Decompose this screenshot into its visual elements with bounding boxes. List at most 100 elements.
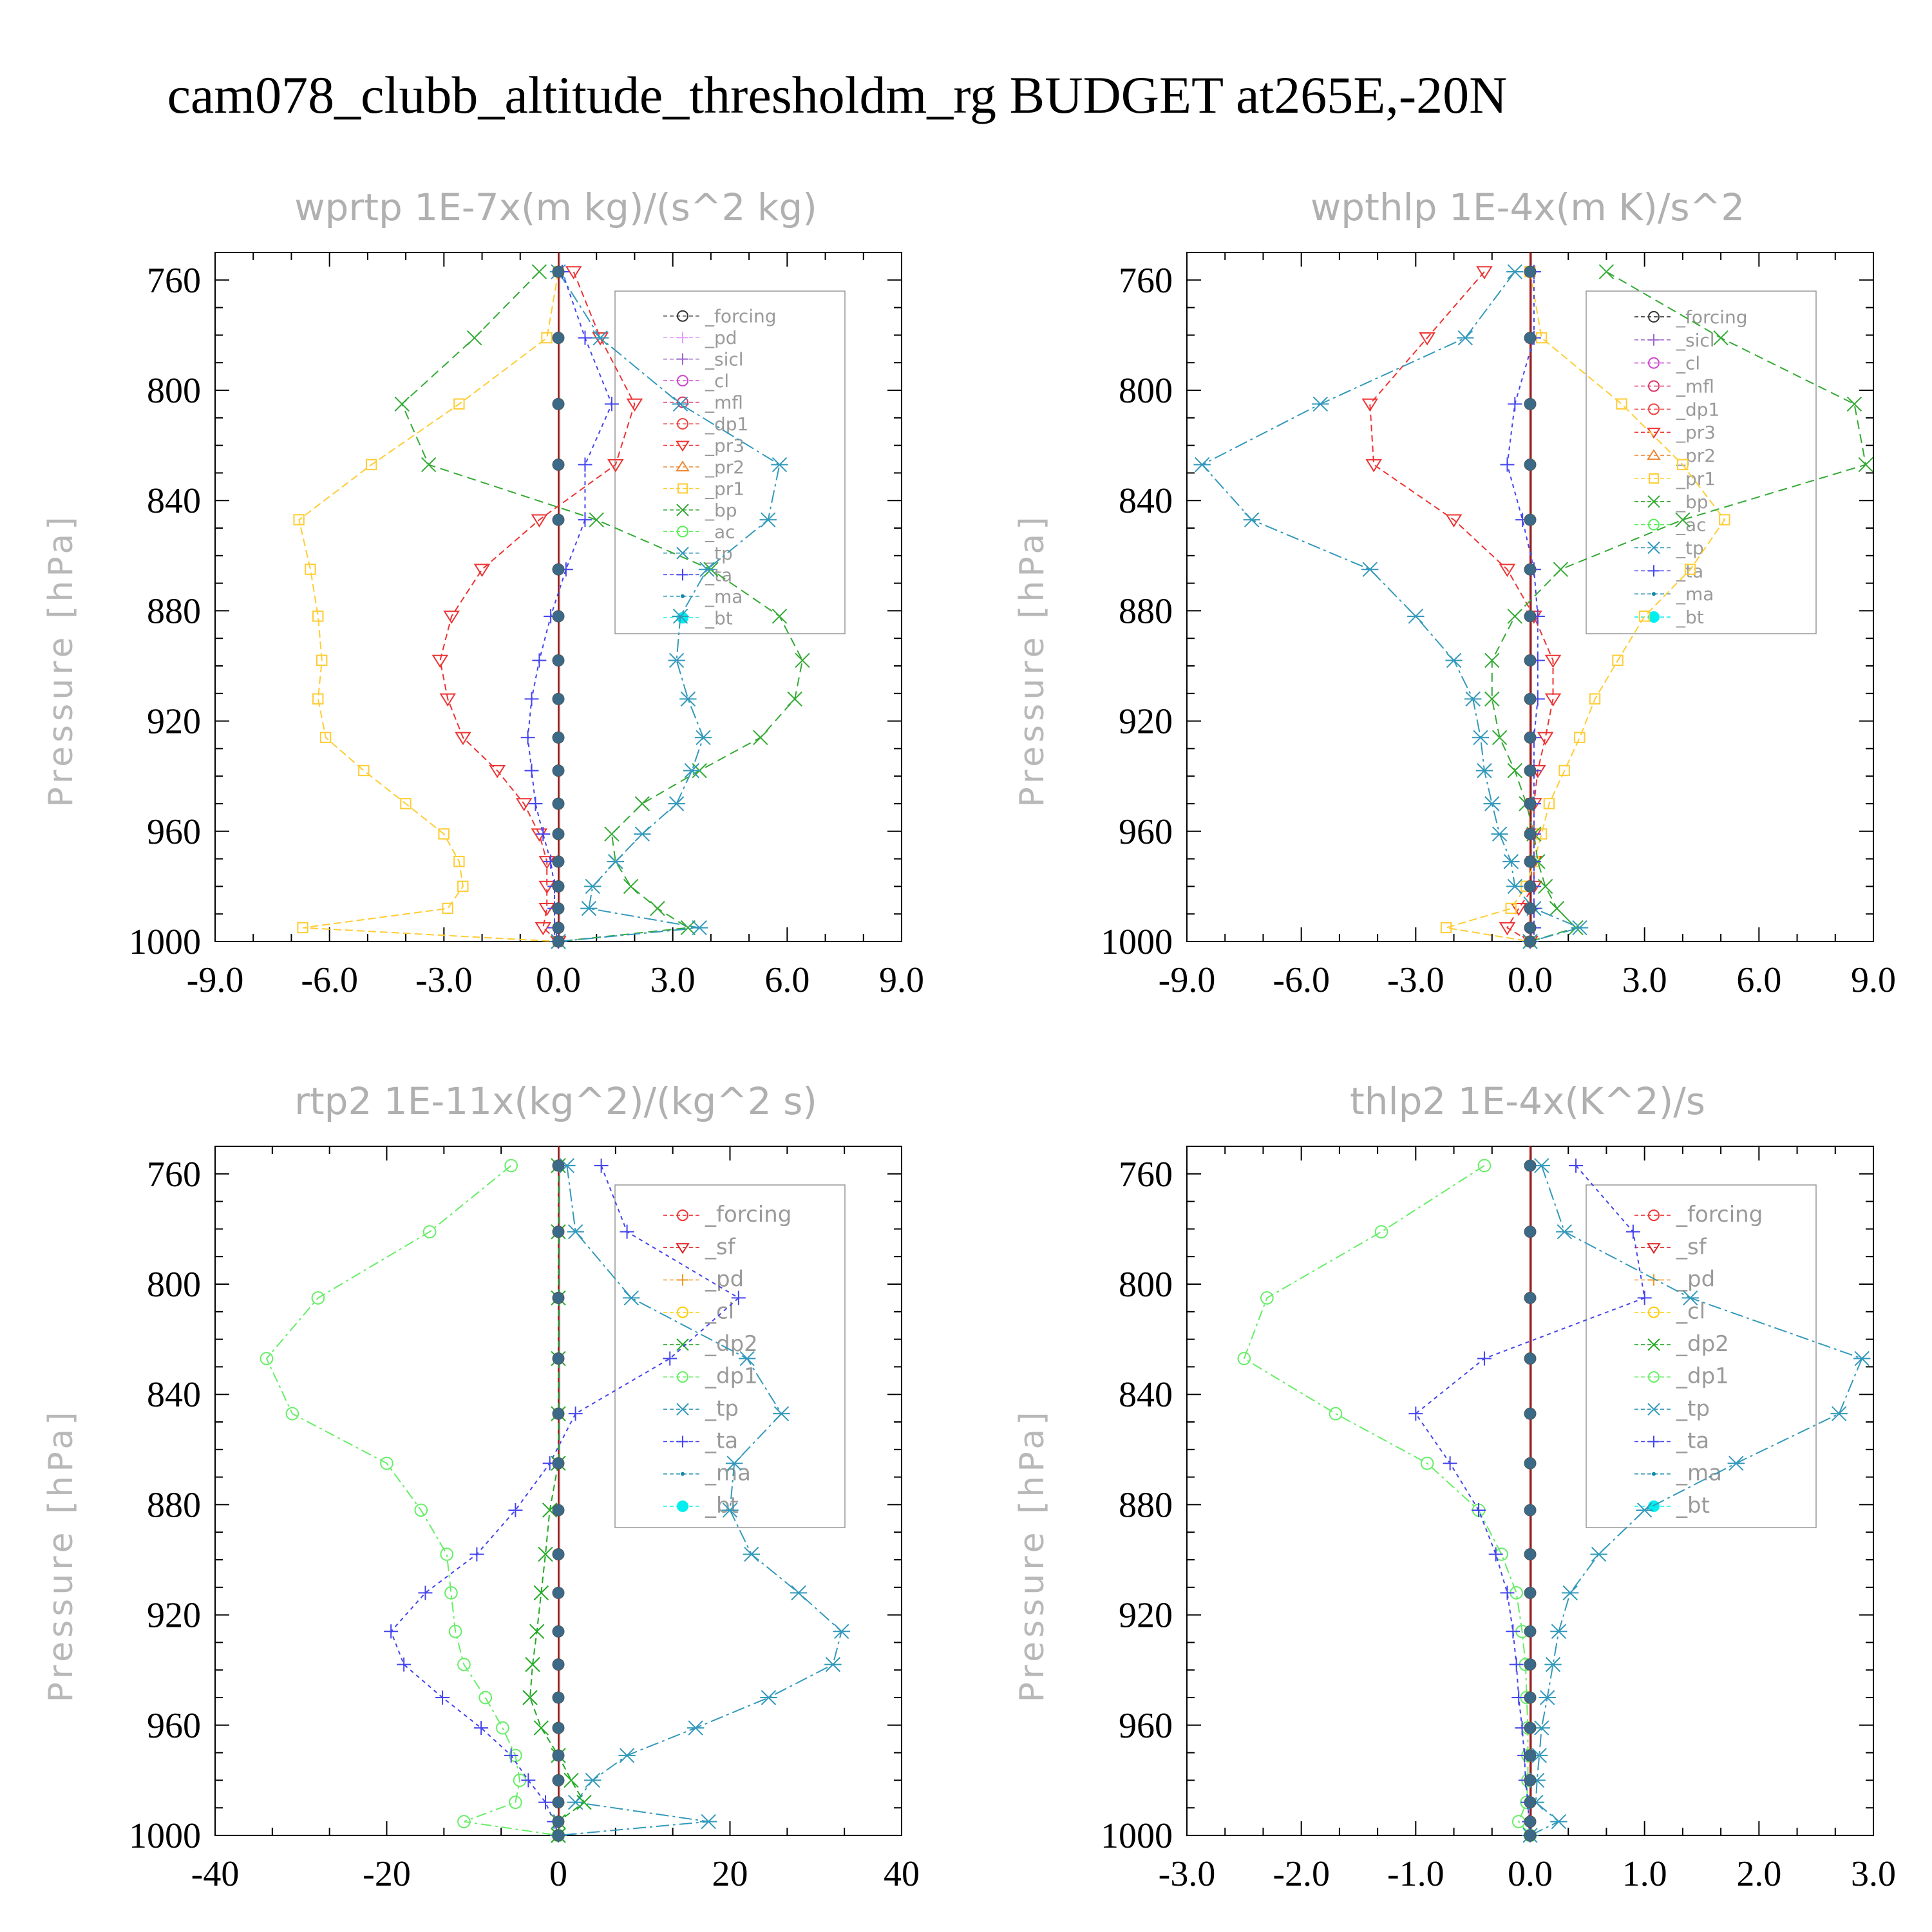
data-point bbox=[687, 1720, 705, 1736]
data-point bbox=[1713, 330, 1728, 346]
y-tick-label: 840 bbox=[147, 1375, 201, 1415]
data-point bbox=[1440, 922, 1452, 934]
data-point bbox=[698, 562, 716, 577]
data-point bbox=[384, 1624, 399, 1639]
data-point bbox=[668, 652, 685, 668]
data-point bbox=[772, 609, 788, 624]
bt-marker bbox=[552, 855, 565, 868]
data-point bbox=[1464, 691, 1482, 707]
legend-marker bbox=[677, 1274, 688, 1286]
legend-marker bbox=[677, 1209, 688, 1222]
series-line bbox=[558, 271, 781, 942]
panel-title: wprtp 1E-7x(m kg)/(s^2 kg) bbox=[294, 185, 817, 229]
data-point bbox=[1858, 457, 1873, 473]
data-point bbox=[538, 880, 556, 895]
data-point bbox=[444, 1586, 458, 1600]
legend-marker bbox=[677, 396, 688, 408]
data-point bbox=[592, 332, 609, 346]
data-point bbox=[1574, 732, 1586, 743]
data-point bbox=[319, 732, 332, 743]
y-tick-label: 760 bbox=[147, 261, 201, 301]
legend-marker bbox=[676, 1243, 690, 1255]
data-point bbox=[753, 730, 768, 745]
legend-label: _ac bbox=[705, 521, 735, 542]
data-point bbox=[1237, 1352, 1251, 1365]
legend-label: _sf bbox=[1676, 1234, 1707, 1260]
legend-label: _pr2 bbox=[1676, 445, 1716, 466]
data-point bbox=[536, 827, 551, 842]
data-point bbox=[508, 1502, 523, 1517]
data-point bbox=[623, 1290, 640, 1306]
legend-label: _bp bbox=[1676, 491, 1709, 513]
data-point bbox=[538, 902, 556, 916]
data-point bbox=[538, 1546, 553, 1562]
bt-marker bbox=[552, 880, 565, 893]
x-tick-label: 3.0 bbox=[1851, 1854, 1896, 1894]
x-tick-label: 9.0 bbox=[879, 960, 924, 1000]
data-point bbox=[414, 1503, 428, 1517]
data-point bbox=[1681, 1290, 1699, 1306]
x-tick-label: -3.0 bbox=[1159, 1854, 1216, 1894]
legend-label: _ma bbox=[1676, 583, 1714, 605]
y-tick-label: 840 bbox=[147, 481, 201, 521]
legend-label: _forcing bbox=[705, 306, 777, 327]
data-point bbox=[442, 902, 453, 914]
bt-marker bbox=[552, 1815, 565, 1828]
data-point bbox=[589, 512, 604, 527]
y-tick-label: 880 bbox=[147, 1485, 201, 1525]
bt-marker bbox=[552, 459, 565, 471]
data-point bbox=[380, 1456, 393, 1470]
data-point bbox=[1499, 564, 1516, 577]
legend-marker bbox=[1647, 1403, 1660, 1416]
series-line bbox=[1446, 271, 1726, 942]
y-tick-label: 800 bbox=[1119, 1265, 1173, 1305]
legend-marker bbox=[1647, 449, 1661, 460]
legend-marker bbox=[677, 1435, 688, 1448]
y-tick-label: 800 bbox=[1119, 371, 1173, 411]
data-point bbox=[604, 826, 620, 842]
data-point bbox=[1719, 514, 1730, 526]
data-point bbox=[1407, 609, 1425, 624]
x-tick-label: -9.0 bbox=[187, 960, 244, 1000]
bt-marker bbox=[1524, 563, 1537, 576]
bt-marker bbox=[552, 1291, 565, 1304]
legend-label: _ma bbox=[705, 586, 743, 607]
legend-marker bbox=[1648, 403, 1660, 415]
y-tick-label: 800 bbox=[147, 1265, 201, 1305]
data-point bbox=[443, 611, 460, 624]
bt-marker bbox=[552, 654, 565, 667]
legend-label: _bt bbox=[1676, 1493, 1710, 1519]
series-dp1 bbox=[260, 1159, 565, 1842]
x-tick-label: 0.0 bbox=[536, 960, 581, 1000]
data-point bbox=[1243, 512, 1260, 527]
bt-marker bbox=[552, 1457, 565, 1470]
data-point bbox=[1509, 1657, 1524, 1672]
bt-marker bbox=[552, 610, 565, 623]
data-point bbox=[759, 512, 777, 527]
y-tick-label: 800 bbox=[147, 371, 201, 411]
data-point bbox=[1638, 611, 1651, 622]
data-point bbox=[453, 398, 465, 410]
data-point bbox=[531, 264, 547, 279]
data-point bbox=[1505, 902, 1517, 914]
bt-marker bbox=[1524, 1774, 1537, 1786]
bt-marker bbox=[552, 265, 565, 278]
data-point bbox=[578, 330, 592, 345]
data-point bbox=[448, 1624, 462, 1638]
data-point bbox=[1543, 798, 1555, 810]
y-axis-label: Pressure [hPa] bbox=[1013, 1408, 1052, 1703]
y-axis-label: Pressure [hPa] bbox=[42, 513, 80, 808]
bt-marker bbox=[552, 935, 565, 948]
data-point bbox=[771, 457, 788, 473]
data-point bbox=[1846, 396, 1862, 412]
data-point bbox=[576, 1794, 592, 1810]
data-point bbox=[1508, 397, 1522, 412]
legend-marker bbox=[677, 353, 688, 365]
bt-marker bbox=[1524, 731, 1537, 744]
bt-marker bbox=[1524, 265, 1537, 278]
data-point bbox=[260, 1352, 274, 1365]
bt-marker bbox=[1524, 1352, 1537, 1365]
data-point bbox=[1361, 562, 1379, 577]
bt-marker bbox=[552, 563, 565, 576]
bt-marker bbox=[552, 828, 565, 840]
